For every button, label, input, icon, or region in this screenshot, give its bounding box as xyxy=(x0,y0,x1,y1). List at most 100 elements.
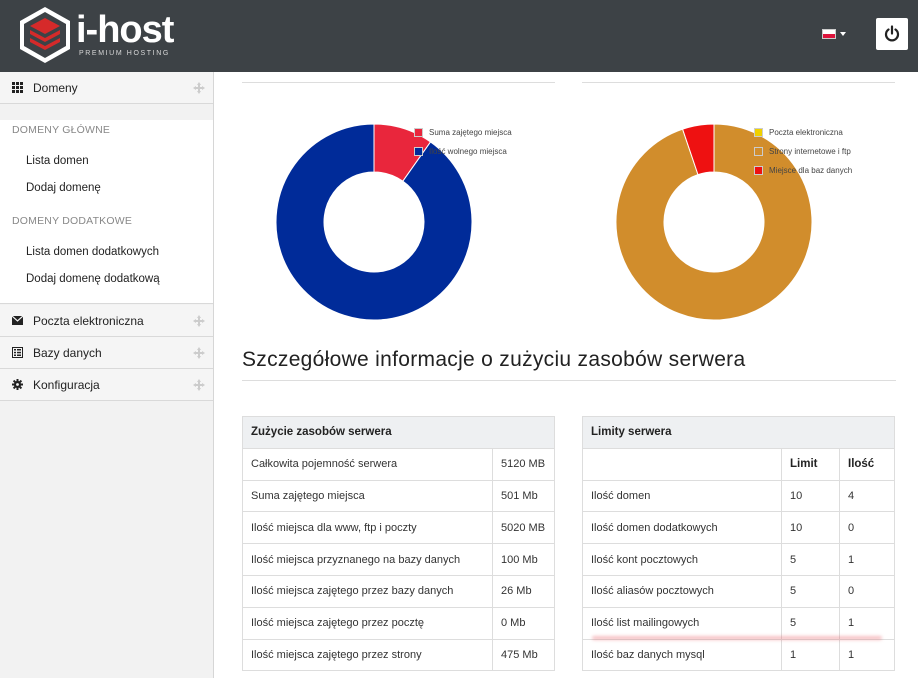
power-icon xyxy=(884,25,900,42)
top-bar: i-host PREMIUM HOSTING xyxy=(0,0,918,72)
table-row: Ilość miejsca zajętego przez bazy danych… xyxy=(242,574,555,608)
sidebar-section-configuration[interactable]: Konfiguracja xyxy=(0,369,213,401)
gear-icon xyxy=(12,379,24,390)
sidebar-section-label: Bazy danych xyxy=(33,345,102,360)
space-allocation-legend: Poczta elektroniczna Strony internetowe i… xyxy=(754,123,852,180)
row-value: 5 xyxy=(781,574,840,608)
legend-swatch xyxy=(754,166,763,175)
column-header-count: Ilość xyxy=(839,447,895,481)
row-label: Ilość domen xyxy=(582,479,782,513)
poland-flag-icon xyxy=(822,29,836,39)
sidebar-section-domains[interactable]: Domeny xyxy=(0,72,213,104)
chart-panel-divider xyxy=(242,82,555,83)
move-icon xyxy=(193,379,205,391)
row-value: 0 xyxy=(839,511,895,545)
logout-button[interactable] xyxy=(876,18,908,50)
sidebar-section-databases[interactable]: Bazy danych xyxy=(0,337,213,369)
server-limits-table: Limity serwera Limit Ilość Ilość domen 10… xyxy=(582,416,895,672)
section-divider xyxy=(242,380,896,381)
table-row: Ilość list mailingowych 5 1 xyxy=(582,606,895,640)
sidebar-section-label: Domeny xyxy=(33,80,78,95)
table-row: Ilość domen 10 4 xyxy=(582,479,895,513)
row-value: 5020 MB xyxy=(492,511,555,545)
brand-logo[interactable]: i-host PREMIUM HOSTING xyxy=(16,4,186,66)
donut-slice xyxy=(275,123,473,321)
table-row: Ilość domen dodatkowych 10 0 xyxy=(582,511,895,545)
envelope-icon xyxy=(12,316,24,325)
row-label: Ilość miejsca zajętego przez pocztę xyxy=(242,606,493,640)
disk-usage-legend: Suma zajętego miejsca Ilość wolnego miejs… xyxy=(414,123,512,161)
row-value: 5120 MB xyxy=(492,447,555,481)
table-row: Całkowita pojemność serwera 5120 MB xyxy=(242,447,555,481)
row-value: 0 xyxy=(839,574,895,608)
sidebar-group-title: DOMENY GŁÓWNE xyxy=(12,124,111,136)
column-header xyxy=(582,447,782,481)
table-row: Suma zajętego miejsca 501 Mb xyxy=(242,479,555,513)
disk-usage-donut-chart xyxy=(275,123,473,321)
legend-label: Ilość wolnego miejsca xyxy=(429,147,507,156)
row-value: 501 Mb xyxy=(492,479,555,513)
legend-label: Strony internetowe i ftp xyxy=(769,147,851,156)
table-caption: Zużycie zasobów serwera xyxy=(242,416,555,449)
row-label: Ilość miejsca zajętego przez bazy danych xyxy=(242,574,493,608)
row-value: 5 xyxy=(781,606,840,640)
move-icon xyxy=(193,82,205,94)
row-value: 26 Mb xyxy=(492,574,555,608)
grid-icon xyxy=(12,82,24,93)
logo-hexagon-icon xyxy=(20,7,70,63)
sidebar-item-add-domain[interactable]: Dodaj domenę xyxy=(26,182,101,194)
chevron-down-icon xyxy=(840,32,846,36)
table-row: Ilość baz danych mysql 1 1 xyxy=(582,638,895,672)
legend-swatch xyxy=(754,128,763,137)
row-highlight-mark xyxy=(592,636,882,640)
table-row: Ilość kont pocztowych 5 1 xyxy=(582,543,895,576)
row-value: 1 xyxy=(781,638,840,672)
column-header-limit: Limit xyxy=(781,447,840,481)
sidebar-item-add-addon-domain[interactable]: Dodaj domenę dodatkową xyxy=(26,273,160,285)
row-label: Suma zajętego miejsca xyxy=(242,479,493,513)
sidebar: Domeny DOMENY GŁÓWNE Lista domen Dodaj d… xyxy=(0,72,214,678)
chart-panel-divider xyxy=(582,82,895,83)
sidebar-section-label: Konfiguracja xyxy=(33,377,100,392)
list-icon xyxy=(12,347,24,358)
row-label: Ilość miejsca przyznanego na bazy danych xyxy=(242,543,493,576)
row-value: 100 Mb xyxy=(492,543,555,576)
legend-label: Suma zajętego miejsca xyxy=(429,128,512,137)
legend-label: Poczta elektroniczna xyxy=(769,128,843,137)
legend-swatch xyxy=(414,128,423,137)
legend-label: Miejsce dla baz danych xyxy=(769,166,853,175)
legend-swatch xyxy=(414,147,423,156)
sidebar-section-label: Poczta elektroniczna xyxy=(33,313,144,328)
table-row: Ilość aliasów pocztowych 5 0 xyxy=(582,574,895,608)
sidebar-group-title: DOMENY DODATKOWE xyxy=(12,215,133,227)
row-label: Ilość miejsca zajętego przez strony xyxy=(242,638,493,672)
table-row: Ilość miejsca zajętego przez strony 475 M… xyxy=(242,638,555,672)
row-value: 5 xyxy=(781,543,840,576)
row-value: 0 Mb xyxy=(492,606,555,640)
row-value: 1 xyxy=(839,543,895,576)
table-row: Ilość miejsca przyznanego na bazy danych… xyxy=(242,543,555,576)
sidebar-item-domain-list[interactable]: Lista domen xyxy=(26,155,89,167)
legend-item: Suma zajętego miejsca xyxy=(414,123,512,142)
row-label: Ilość list mailingowych xyxy=(582,606,782,640)
move-icon xyxy=(193,347,205,359)
server-usage-table: Zużycie zasobów serwera Całkowita pojemn… xyxy=(242,416,555,672)
row-value: 1 xyxy=(839,606,895,640)
row-label: Ilość aliasów pocztowych xyxy=(582,574,782,608)
row-value: 10 xyxy=(781,511,840,545)
row-label: Całkowita pojemność serwera xyxy=(242,447,493,481)
page-title: Szczegółowe informacje o zużyciu zasobów… xyxy=(242,348,746,371)
brand-tagline: PREMIUM HOSTING xyxy=(79,50,170,57)
legend-swatch xyxy=(754,147,763,156)
row-label: Ilość baz danych mysql xyxy=(582,638,782,672)
sidebar-item-addon-domain-list[interactable]: Lista domen dodatkowych xyxy=(26,246,159,258)
table-caption: Limity serwera xyxy=(582,416,895,449)
legend-item: Ilość wolnego miejsca xyxy=(414,142,512,161)
sidebar-section-email[interactable]: Poczta elektroniczna xyxy=(0,305,213,337)
main-content: Suma zajętego miejsca Ilość wolnego miejs… xyxy=(214,72,918,678)
language-selector[interactable] xyxy=(822,29,846,39)
brand-name: i-host xyxy=(76,9,174,51)
row-value: 10 xyxy=(781,479,840,513)
row-label: Ilość domen dodatkowych xyxy=(582,511,782,545)
legend-item: Miejsce dla baz danych xyxy=(754,161,852,180)
